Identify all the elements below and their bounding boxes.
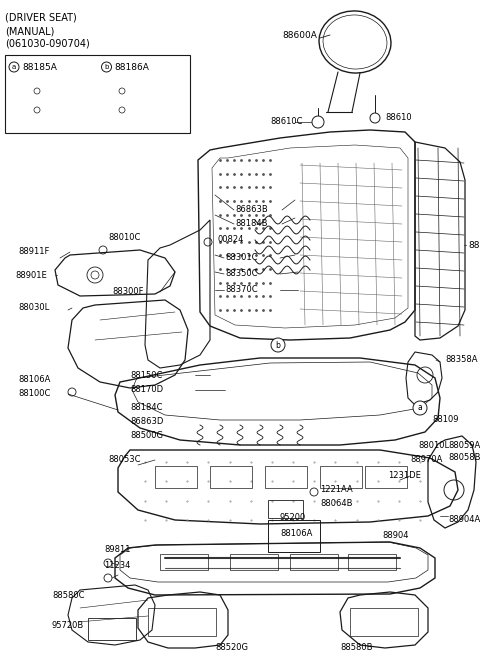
Text: 88150C: 88150C <box>130 371 162 380</box>
Text: 88970A: 88970A <box>410 455 443 464</box>
Text: 88580B: 88580B <box>340 644 372 653</box>
Bar <box>350 608 418 636</box>
Bar <box>365 466 407 488</box>
Bar <box>268 500 303 518</box>
Text: a: a <box>418 403 422 413</box>
Text: 88358A: 88358A <box>445 356 478 365</box>
Text: 88184C: 88184C <box>130 403 163 413</box>
Text: 95200: 95200 <box>280 514 306 522</box>
Text: 1221AA: 1221AA <box>320 485 353 495</box>
Text: 88580C: 88580C <box>52 590 84 600</box>
Bar <box>348 554 396 570</box>
Bar <box>155 466 197 488</box>
Text: 88059A: 88059A <box>448 440 480 449</box>
Text: 88106A: 88106A <box>280 529 312 539</box>
Text: 1231DE: 1231DE <box>388 472 421 480</box>
Text: 86863B: 86863B <box>235 205 268 215</box>
Text: b: b <box>104 64 108 70</box>
Text: 88010L: 88010L <box>418 441 449 451</box>
Text: 00824: 00824 <box>218 236 244 245</box>
Text: 88106A: 88106A <box>18 375 50 384</box>
Text: 88053C: 88053C <box>108 455 141 464</box>
Text: (DRIVER SEAT): (DRIVER SEAT) <box>5 13 77 23</box>
Text: 88390N: 88390N <box>468 241 480 249</box>
Circle shape <box>312 116 324 128</box>
Circle shape <box>101 62 111 72</box>
Text: 88064B: 88064B <box>320 499 352 508</box>
Bar <box>160 554 208 570</box>
Text: 88185A: 88185A <box>22 62 57 72</box>
Bar <box>88 618 136 640</box>
Text: 88911F: 88911F <box>18 247 49 256</box>
Text: 88170D: 88170D <box>130 386 163 394</box>
Text: 88300F: 88300F <box>112 287 144 297</box>
Bar <box>265 466 307 488</box>
Text: 88600A: 88600A <box>282 30 317 39</box>
Text: 88350C: 88350C <box>225 270 257 279</box>
Text: 11234: 11234 <box>104 562 131 571</box>
Bar <box>148 608 216 636</box>
Bar <box>230 554 278 570</box>
Text: 88301C: 88301C <box>225 253 257 262</box>
Circle shape <box>87 267 103 283</box>
Circle shape <box>271 338 285 352</box>
Text: 86863D: 86863D <box>130 417 163 426</box>
Bar <box>320 466 362 488</box>
Text: 88030L: 88030L <box>18 304 49 312</box>
Text: a: a <box>12 64 16 70</box>
Text: 88500G: 88500G <box>130 430 163 440</box>
Bar <box>268 520 320 552</box>
Text: 88109: 88109 <box>432 415 458 424</box>
Text: (061030-090704): (061030-090704) <box>5 39 90 49</box>
Text: 88184B: 88184B <box>235 220 267 228</box>
Circle shape <box>413 401 427 415</box>
Text: 88010C: 88010C <box>108 234 140 243</box>
Bar <box>290 554 338 570</box>
Text: 88901E: 88901E <box>15 270 47 279</box>
Circle shape <box>9 62 19 72</box>
Text: 88904A: 88904A <box>448 516 480 525</box>
Text: 89811: 89811 <box>104 546 131 554</box>
Text: 95720B: 95720B <box>52 621 84 630</box>
Text: 88370C: 88370C <box>225 285 258 295</box>
Bar <box>210 466 252 488</box>
Bar <box>5 55 190 133</box>
Text: 88520G: 88520G <box>215 644 248 653</box>
Text: 88610: 88610 <box>385 113 412 123</box>
Text: 88100C: 88100C <box>18 390 50 398</box>
Text: (MANUAL): (MANUAL) <box>5 26 54 36</box>
Text: 88904: 88904 <box>382 531 408 539</box>
Text: 88186A: 88186A <box>115 62 149 72</box>
Text: 88610C: 88610C <box>270 117 302 127</box>
Text: 88058B: 88058B <box>448 453 480 462</box>
Circle shape <box>370 113 380 123</box>
Text: b: b <box>276 340 280 350</box>
